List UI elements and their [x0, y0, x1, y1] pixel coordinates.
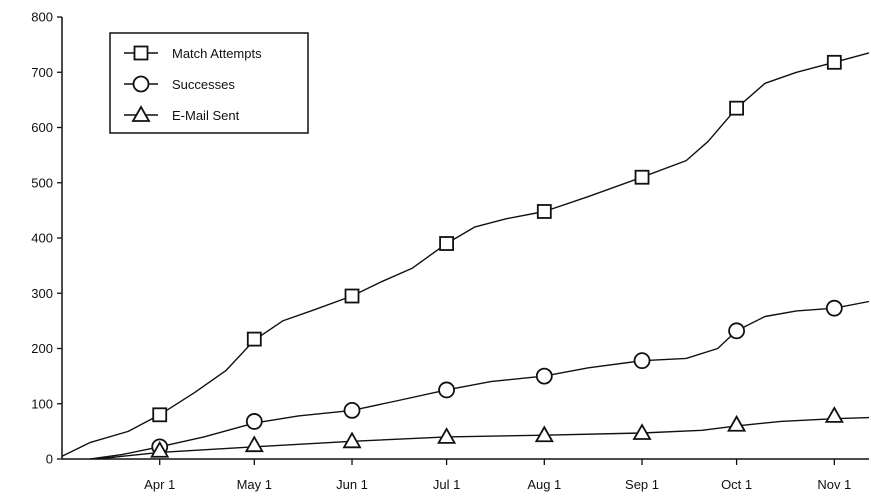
triangle-marker	[727, 414, 747, 432]
triangle-marker	[437, 427, 457, 444]
y-tick-label: 800	[31, 10, 53, 25]
square-marker	[246, 331, 262, 347]
square-marker	[344, 288, 360, 304]
series-successes	[90, 299, 870, 460]
y-tick-label: 700	[31, 65, 53, 80]
y-tick-label: 300	[31, 286, 53, 301]
y-tick-label: 100	[31, 396, 53, 411]
legend-label: E-Mail Sent	[172, 108, 240, 123]
square-marker	[152, 407, 168, 423]
series-e-mail-sent	[96, 406, 870, 460]
triangle-marker	[632, 423, 652, 440]
triangle-marker	[824, 406, 844, 423]
circle-marker	[343, 401, 361, 419]
circle-marker	[438, 381, 455, 399]
x-tick-label: Sep 1	[625, 477, 659, 492]
series-line-successes	[90, 300, 870, 460]
axes: 0 100 200 300 400 500 600 700 800 Apr 1 May 1 Jun 1…	[31, 10, 869, 492]
y-tick-label: 600	[31, 120, 53, 135]
y-tick-label: 400	[31, 231, 53, 246]
square-marker	[536, 204, 552, 219]
square-marker	[634, 169, 650, 185]
y-tick-label: 500	[31, 175, 53, 190]
legend-label: Successes	[172, 77, 235, 92]
y-tick-label: 200	[31, 341, 53, 356]
legend: Match Attempts Successes E-Mail Sent	[109, 32, 309, 134]
square-marker	[439, 236, 454, 251]
x-tick-label: Aug 1	[527, 477, 561, 492]
x-tick-label: Nov 1	[817, 477, 851, 492]
circle-marker	[245, 413, 263, 430]
circle-marker	[728, 322, 746, 340]
triangle-marker	[534, 425, 554, 443]
square-marker	[826, 54, 842, 70]
x-tick-label: Apr 1	[144, 477, 175, 492]
triangle-marker	[244, 435, 264, 453]
x-tick-label: Jun 1	[336, 477, 368, 492]
legend-square-icon	[133, 45, 149, 61]
x-tick-label: Jul 1	[433, 477, 460, 492]
triangle-marker	[342, 431, 362, 449]
x-tick-label: May 1	[237, 477, 272, 492]
series-line-e-mail-sent	[96, 416, 870, 460]
circle-marker	[633, 352, 651, 370]
y-tick-label: 0	[46, 452, 53, 467]
x-tick-label: Oct 1	[721, 477, 752, 492]
circle-marker	[825, 299, 843, 317]
square-marker	[729, 100, 745, 116]
series-layer	[61, 52, 870, 460]
circle-marker	[535, 367, 553, 385]
legend-circle-icon	[132, 75, 150, 93]
legend-triangle-icon	[131, 105, 151, 122]
legend-label: Match Attempts	[172, 46, 262, 61]
triangle-marker	[150, 440, 170, 458]
series-match-attempts	[61, 52, 870, 457]
